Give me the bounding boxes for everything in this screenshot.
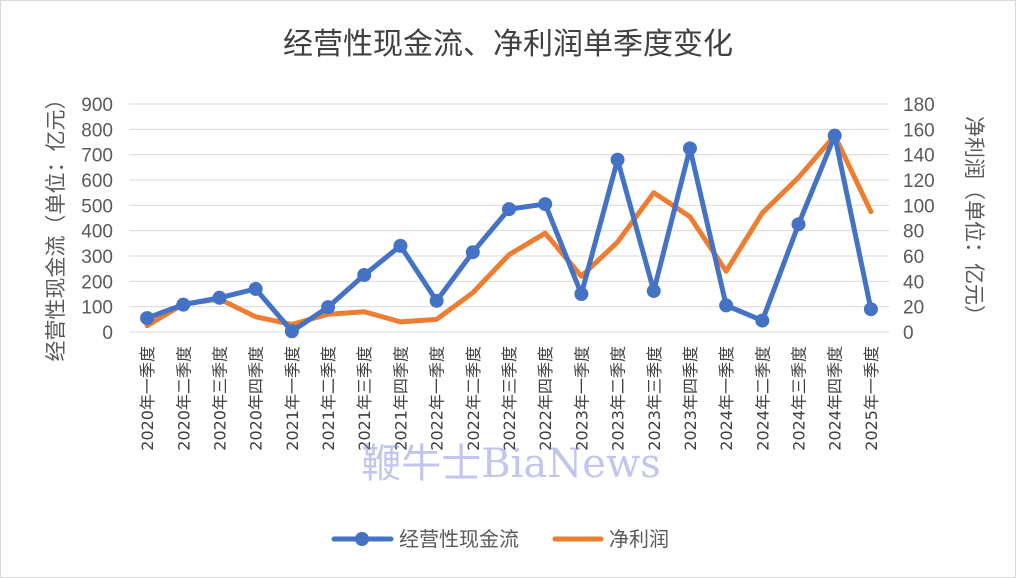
category-label: 2020年一季度	[138, 346, 157, 451]
data-point-operating-cash-flow	[574, 287, 589, 301]
watermark: 鞭牛士BiaNews	[361, 441, 660, 487]
category-label: 2024年三季度	[790, 346, 809, 451]
category-label: 2023年四季度	[681, 346, 700, 451]
category-label: 2021年一季度	[283, 346, 302, 451]
legend-marker-operating-cash-flow	[355, 532, 369, 546]
legend-label-net-profit: 净利润	[609, 527, 669, 551]
right-tick-label: 80	[903, 222, 924, 243]
data-point-operating-cash-flow	[827, 128, 842, 143]
data-point-operating-cash-flow	[429, 293, 444, 308]
right-axis-ticks: 0 20 40 60 80 100 120 140 160 180	[903, 95, 935, 344]
data-point-operating-cash-flow	[321, 300, 336, 315]
left-tick-label: 700	[81, 146, 113, 167]
data-point-operating-cash-flow	[212, 290, 227, 305]
left-tick-label: 600	[81, 171, 113, 192]
series-line-net-profit	[144, 133, 874, 329]
category-label: 2022年三季度	[500, 346, 519, 451]
category-label: 2022年二季度	[464, 346, 483, 451]
left-tick-label: 100	[81, 298, 113, 319]
category-label: 2024年一季度	[717, 346, 736, 451]
category-label: 2022年一季度	[428, 346, 447, 451]
left-tick-label: 800	[81, 120, 113, 141]
data-point-operating-cash-flow	[465, 245, 480, 260]
category-axis-labels: 2020年一季度 2020年二季度 2020年三季度 2020年四季度 2021年一季度…	[138, 346, 881, 451]
data-point-operating-cash-flow	[393, 238, 408, 253]
data-point-operating-cash-flow	[357, 268, 372, 282]
data-point-operating-cash-flow	[863, 302, 878, 317]
right-tick-label: 20	[903, 298, 924, 319]
category-label: 2023年一季度	[572, 346, 591, 451]
series-layer	[140, 128, 878, 339]
legend: 经营性现金流 净利润	[331, 527, 669, 551]
right-tick-label: 40	[903, 272, 924, 293]
category-label: 2021年四季度	[391, 346, 410, 451]
right-axis-title: 净利润（单位：亿元）	[962, 116, 986, 326]
chart-title: 经营性现金流、净利润单季度变化	[283, 27, 733, 62]
data-point-operating-cash-flow	[791, 217, 806, 232]
category-label: 2025年一季度	[862, 346, 881, 451]
data-point-operating-cash-flow	[248, 281, 263, 296]
category-label: 2024年四季度	[826, 346, 845, 451]
left-tick-label: 200	[81, 272, 113, 293]
category-label: 2023年二季度	[609, 346, 628, 451]
data-point-operating-cash-flow	[755, 313, 770, 328]
category-label: 2021年三季度	[355, 346, 374, 451]
data-point-operating-cash-flow	[646, 283, 661, 298]
right-tick-label: 180	[903, 95, 935, 116]
data-point-operating-cash-flow	[682, 141, 697, 156]
category-label: 2024年二季度	[753, 346, 772, 451]
data-point-operating-cash-flow	[176, 297, 191, 312]
data-point-operating-cash-flow	[719, 298, 734, 313]
data-point-operating-cash-flow	[502, 202, 516, 217]
category-label: 2020年三季度	[210, 346, 229, 451]
category-label: 2020年四季度	[247, 346, 266, 451]
series-line-operating-cash-flow	[144, 133, 874, 334]
right-tick-label: 60	[903, 247, 924, 268]
right-tick-label: 120	[903, 171, 935, 192]
data-point-operating-cash-flow	[538, 197, 553, 212]
left-tick-label: 500	[81, 196, 113, 217]
left-tick-label: 900	[81, 95, 113, 116]
category-label: 2021年二季度	[319, 346, 338, 451]
category-label: 2020年二季度	[174, 346, 193, 451]
data-point-operating-cash-flow	[140, 311, 155, 326]
left-tick-label: 0	[102, 323, 113, 344]
right-tick-label: 0	[903, 323, 914, 344]
category-label: 2023年三季度	[645, 346, 664, 451]
data-point-operating-cash-flow	[284, 324, 299, 339]
right-tick-label: 140	[903, 146, 935, 167]
data-point-operating-cash-flow	[610, 152, 625, 167]
left-axis-title: 经营性现金流（单位：亿元）	[44, 89, 68, 362]
category-label: 2022年四季度	[536, 346, 555, 451]
legend-label-operating-cash-flow: 经营性现金流	[399, 527, 519, 551]
gridlines	[129, 103, 889, 333]
right-tick-label: 100	[903, 196, 935, 217]
left-tick-label: 300	[81, 247, 113, 268]
left-tick-label: 400	[81, 222, 113, 243]
left-axis-ticks: 0 100 200 300 400 500 600 700 800 900	[81, 95, 113, 344]
right-tick-label: 160	[903, 120, 935, 141]
